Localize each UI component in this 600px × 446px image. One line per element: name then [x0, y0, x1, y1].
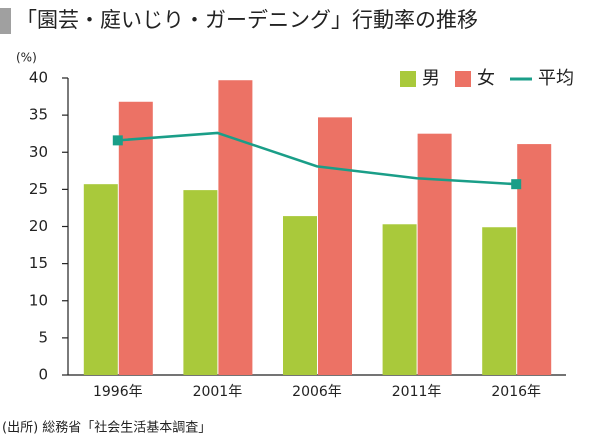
- y-tick-label: 30: [29, 143, 48, 161]
- y-tick-label: 5: [38, 328, 48, 346]
- legend-label: 女: [477, 68, 495, 89]
- x-tick-label: 2011年: [392, 384, 442, 400]
- bar: [417, 133, 452, 375]
- legend-swatch: [455, 71, 471, 87]
- y-tick-label: 25: [29, 180, 48, 198]
- x-tick-label: 1996年: [93, 384, 143, 400]
- y-tick-label: 0: [38, 366, 48, 384]
- bar: [118, 101, 153, 375]
- bar: [283, 216, 317, 375]
- y-tick-label: 35: [29, 106, 48, 124]
- bar: [183, 190, 218, 375]
- bar: [318, 117, 352, 375]
- legend-swatch: [400, 71, 416, 87]
- bar: [218, 80, 253, 375]
- line-marker: [511, 179, 522, 190]
- line-marker: [112, 135, 123, 146]
- x-tick-label: 2016年: [491, 384, 541, 400]
- y-tick-label: 20: [29, 217, 48, 235]
- bar: [482, 227, 517, 375]
- y-axis-unit: (%): [16, 51, 37, 65]
- x-tick-label: 2001年: [193, 384, 243, 400]
- line: [117, 131, 517, 186]
- source-note: (出所) 総務省「社会生活基本調査」: [2, 420, 211, 436]
- bar: [517, 144, 552, 375]
- chart-title: 「園芸・庭いじり・ガーデニング」行動率の推移: [16, 8, 478, 32]
- y-tick-label: 40: [29, 69, 48, 87]
- x-tick-label: 2006年: [292, 384, 342, 400]
- y-tick-label: 10: [29, 291, 48, 309]
- title-marker: [0, 8, 11, 34]
- legend-label: 平均: [538, 68, 574, 89]
- bar: [382, 224, 417, 375]
- legend-label: 男: [422, 68, 440, 89]
- bar: [83, 184, 118, 375]
- y-tick-label: 15: [29, 254, 48, 272]
